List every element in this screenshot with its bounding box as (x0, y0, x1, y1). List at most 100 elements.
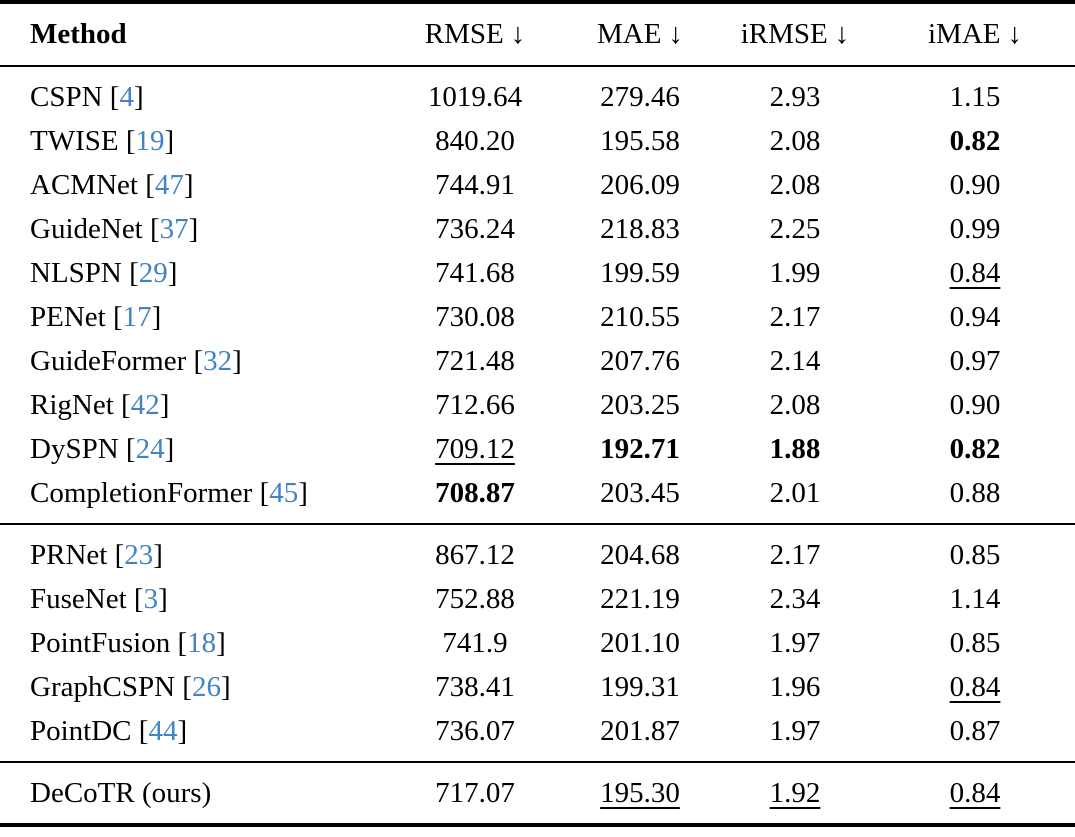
value-cell-imae: 1.15 (949, 81, 1001, 113)
value-cell-irmse: 2.08 (769, 389, 821, 421)
citation-link[interactable]: 18 (187, 627, 217, 659)
value-cell-rmse: 1019.64 (427, 81, 523, 113)
table-row: GuideFormer [32] 721.48 207.76 2.14 0.97 (0, 339, 1075, 383)
value-cell-imae: 0.85 (949, 627, 1001, 659)
method-cell: GuideFormer [32] (30, 345, 242, 377)
citation-link[interactable]: 45 (269, 477, 299, 509)
table-row: DySPN [24] 709.12 192.71 1.88 0.82 (0, 427, 1075, 471)
method-cell: FuseNet [3] (30, 583, 168, 615)
method-cell: PRNet [23] (0, 523, 385, 577)
value-cell-irmse: 1.96 (769, 671, 821, 703)
method-cell: CompletionFormer [45] (30, 477, 308, 509)
citation-link[interactable]: 23 (124, 539, 154, 571)
method-cell: GuideNet [37] (30, 213, 199, 245)
value-cell-rmse: 712.66 (435, 389, 515, 421)
value-cell-imae: 0.88 (949, 477, 1001, 509)
table-row: GraphCSPN [26] 738.41 199.31 1.96 0.84 (0, 665, 1075, 709)
value-cell-mae: 203.25 (600, 389, 680, 421)
method-name: DySPN (30, 433, 119, 465)
method-name: GraphCSPN (30, 671, 176, 703)
method-name: PointFusion (30, 627, 171, 659)
value-cell-irmse: 1.97 (769, 715, 821, 747)
value-cell-rmse: 741.9 (442, 627, 508, 659)
table-row: ACMNet [47] 744.91 206.09 2.08 0.90 (0, 163, 1075, 207)
value-cell-imae: 1.14 (949, 583, 1001, 615)
citation-link[interactable]: 32 (203, 345, 233, 377)
method-cell: RigNet [42] (30, 389, 170, 421)
value-cell-imae: 0.85 (875, 523, 1075, 577)
table-row: CompletionFormer [45] 708.87 203.45 2.01 0.8… (0, 471, 1075, 524)
citation-link[interactable]: 44 (148, 715, 178, 747)
group-point-methods: PRNet [23] 867.12 204.68 2.17 0.85 FuseNet [3… (0, 523, 1075, 762)
column-label-imae: iMAE (928, 18, 1001, 50)
value-cell-imae: 0.82 (949, 125, 1001, 157)
citation-link[interactable]: 24 (135, 433, 165, 465)
column-header-mae: MAE ↓ (565, 4, 715, 66)
value-cell-imae: 0.82 (949, 433, 1001, 465)
value-cell-irmse: 2.01 (769, 477, 821, 509)
column-header-method: Method (0, 4, 385, 66)
citation-link[interactable]: 42 (130, 389, 160, 421)
value-cell-mae: 192.71 (600, 433, 680, 465)
value-cell-mae: 207.76 (600, 345, 680, 377)
table-row: PRNet [23] 867.12 204.68 2.17 0.85 (0, 523, 1075, 577)
method-name: PRNet (30, 539, 108, 571)
method-name: CompletionFormer (30, 477, 253, 509)
value-cell-irmse: 2.17 (715, 523, 875, 577)
citation-link[interactable]: 37 (159, 213, 189, 245)
citation-link[interactable]: 3 (143, 583, 159, 615)
citation-link[interactable]: 26 (191, 671, 221, 703)
citation-link[interactable]: 4 (119, 81, 134, 113)
value-cell-irmse: 2.08 (769, 169, 821, 201)
column-label-irmse: iRMSE (740, 18, 828, 50)
citation-link[interactable]: 29 (138, 257, 168, 289)
table-row: CSPN [4] 1019.64 279.46 2.93 1.15 (0, 66, 1075, 119)
table-row: GuideNet [37] 736.24 218.83 2.25 0.99 (0, 207, 1075, 251)
value-cell-rmse: 717.07 (385, 761, 565, 823)
value-cell-rmse: 738.41 (435, 671, 515, 703)
down-arrow-icon: ↓ (834, 18, 850, 50)
citation-link[interactable]: 47 (154, 169, 184, 201)
value-cell-rmse: 708.87 (435, 477, 515, 509)
column-header-rmse: RMSE ↓ (385, 4, 565, 66)
method-cell: GraphCSPN [26] (30, 671, 231, 703)
method-name: ACMNet (30, 169, 138, 201)
citation-link[interactable]: 17 (122, 301, 152, 333)
method-name: NLSPN (30, 257, 122, 289)
citation-link[interactable]: 19 (135, 125, 165, 157)
table-row: NLSPN [29] 741.68 199.59 1.99 0.84 (0, 251, 1075, 295)
value-cell-rmse: 721.48 (435, 345, 515, 377)
value-cell-imae: 0.99 (949, 213, 1001, 245)
value-cell-rmse: 709.12 (435, 433, 515, 465)
value-cell-irmse: 1.88 (769, 433, 821, 465)
value-cell-rmse: 736.07 (435, 715, 515, 747)
value-cell-irmse: 1.99 (769, 257, 821, 289)
value-cell-rmse: 741.68 (435, 257, 515, 289)
method-name: CSPN (30, 81, 103, 113)
column-label-mae: MAE (597, 18, 662, 50)
table-row: DeCoTR (ours) 717.07 195.30 1.92 0.84 (0, 761, 1075, 823)
method-name: GuideFormer (30, 345, 187, 377)
value-cell-rmse: 752.88 (435, 583, 515, 615)
method-name: FuseNet (30, 583, 127, 615)
value-cell-irmse: 2.34 (769, 583, 821, 615)
method-name: PENet (30, 301, 106, 333)
column-header-irmse: iRMSE ↓ (715, 4, 875, 66)
value-cell-irmse: 2.17 (769, 301, 821, 333)
down-arrow-icon: ↓ (510, 18, 526, 50)
method-cell: DeCoTR (ours) (0, 761, 385, 823)
value-cell-mae: 218.83 (600, 213, 680, 245)
value-cell-imae: 0.94 (949, 301, 1001, 333)
value-cell-irmse: 2.25 (769, 213, 821, 245)
value-cell-mae: 201.87 (600, 715, 680, 747)
value-cell-imae: 0.87 (949, 715, 1001, 747)
method-cell: TWISE [19] (30, 125, 175, 157)
column-header-imae: iMAE ↓ (875, 4, 1075, 66)
value-cell-mae: 221.19 (600, 583, 680, 615)
column-label-rmse: RMSE (424, 18, 504, 50)
method-cell: CSPN [4] (30, 81, 144, 113)
value-cell-rmse: 730.08 (435, 301, 515, 333)
value-cell-imae: 0.84 (949, 671, 1001, 703)
value-cell-imae: 0.90 (949, 389, 1001, 421)
